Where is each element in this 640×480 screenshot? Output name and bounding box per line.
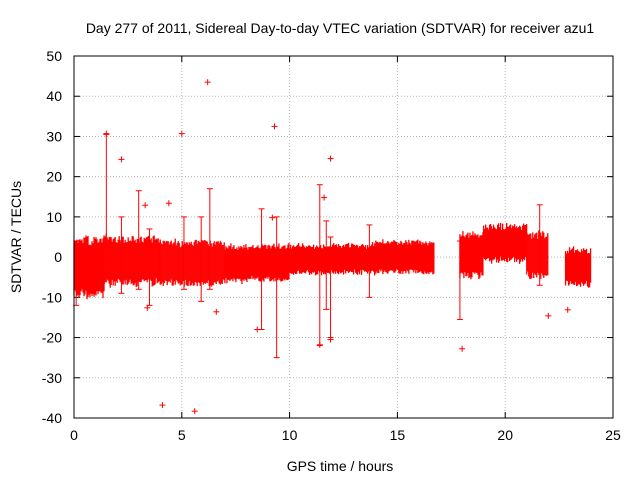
y-tick-label: 0	[54, 249, 62, 265]
data-spike	[323, 220, 330, 310]
data-point	[459, 345, 466, 352]
data-point	[118, 156, 125, 163]
data-band	[459, 231, 484, 280]
x-tick-label: 25	[605, 427, 621, 443]
data-point	[213, 308, 220, 315]
x-tick-label: 0	[70, 427, 78, 443]
data-band	[564, 246, 592, 288]
data-point	[178, 130, 185, 137]
y-tick-label: 10	[46, 209, 62, 225]
data-spike	[206, 188, 213, 290]
y-tick-label: 30	[46, 128, 62, 144]
plot-frame	[73, 55, 614, 419]
data-spike	[273, 216, 280, 359]
data-band	[73, 235, 105, 300]
y-tick-label: -40	[42, 410, 62, 426]
data-point	[159, 402, 166, 409]
y-tick-label: 20	[46, 169, 62, 185]
data-spike	[456, 240, 463, 320]
data-point	[321, 194, 328, 201]
y-tick-label: -20	[42, 330, 62, 346]
data-point	[271, 123, 278, 130]
data-point	[165, 200, 172, 207]
data-spike	[180, 216, 187, 290]
data-point	[564, 306, 571, 313]
data-point	[327, 155, 334, 162]
x-tick-label: 10	[282, 427, 298, 443]
y-tick-label: 50	[46, 48, 62, 64]
data-band	[103, 233, 161, 288]
y-axis-title: SDTVAR / TECUs	[8, 181, 24, 293]
data-spike	[366, 224, 373, 298]
data-band	[288, 242, 377, 276]
x-tick-label: 5	[178, 427, 186, 443]
data-spike	[118, 216, 125, 294]
data-point	[142, 202, 149, 209]
data-series-azu1	[73, 79, 592, 415]
data-point	[316, 341, 323, 348]
data-point	[103, 130, 110, 137]
data-point	[204, 79, 211, 86]
y-tick-label: -30	[42, 370, 62, 386]
x-tick-label: 20	[497, 427, 513, 443]
x-axis-title: GPS time / hours	[287, 458, 394, 474]
data-spike	[135, 190, 142, 290]
data-band	[224, 242, 290, 285]
data-spike	[536, 204, 543, 286]
data-point	[191, 408, 198, 415]
data-band	[159, 238, 225, 287]
chart-title: Day 277 of 2011, Sidereal Day-to-day VTE…	[86, 20, 595, 36]
data-point	[545, 312, 552, 319]
data-band	[482, 222, 528, 264]
data-spike	[198, 216, 205, 302]
x-tick-label: 15	[390, 427, 406, 443]
data-point	[254, 326, 261, 333]
y-tick-label: -10	[42, 289, 62, 305]
data-point	[327, 336, 334, 343]
data-band	[375, 239, 435, 275]
y-tick-label: 40	[46, 88, 62, 104]
tick-labels: 0 5 10 15 20 25 -40 -30 -20 -10 0 10 20 30 40 50	[42, 48, 621, 443]
data-point	[144, 304, 151, 311]
data-point	[269, 214, 276, 221]
